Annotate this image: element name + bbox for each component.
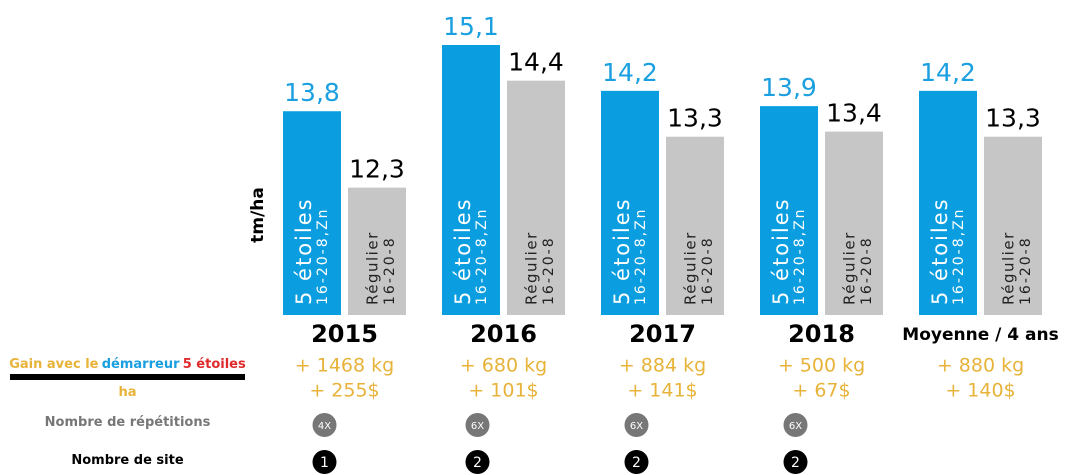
value-label: 12,3 [349,155,405,184]
gain-unit: ha [118,385,137,400]
bar [283,111,341,316]
gain-kg: + 680 kg [460,355,547,377]
sites-value: 2 [632,455,641,471]
bar-series-subname: 16-20-8,Zn [474,207,490,305]
repetitions-badge [783,413,808,437]
value-label: 14,2 [920,58,976,87]
sites-badge [465,450,490,474]
gain-label-part: Gain avec le [9,357,99,372]
gain-label: Gain avec le démarreur 5 étoiles [0,357,255,372]
bar-series-subname: 16-20-8 [1018,236,1034,305]
bar-series-name: Régulier [682,231,700,305]
category-label: 2016 [470,320,537,348]
bar-series-name: 5 étoiles [292,197,316,305]
bar [442,45,500,315]
category-label: 2018 [788,320,855,348]
value-label: 14,4 [508,48,564,77]
sites-value: 2 [791,455,800,471]
bar [348,187,406,315]
gain-dollars: + 67$ [792,380,850,402]
bar-series-subname: 16-20-8,Zn [951,207,967,305]
bar-series-subname: 16-20-8,Zn [792,207,808,305]
sites-badge [312,450,337,474]
value-label: 13,3 [985,104,1041,133]
gain-dollars: + 255$ [309,380,379,402]
gain-kg: + 884 kg [619,355,706,377]
repetitions-value: 4X [318,421,331,432]
value-label: 13,9 [761,73,817,102]
repetitions-badge [312,413,337,437]
category-label: 2017 [629,320,696,348]
repetitions-badge [624,413,649,437]
bar [666,136,724,315]
divider [10,374,245,380]
gain-kg: + 500 kg [778,355,865,377]
y-axis-label: tm/ha [248,187,268,243]
bar [984,136,1042,315]
value-label: 13,3 [667,104,723,133]
value-label: 14,2 [602,58,658,87]
gain-dollars: + 141$ [627,380,697,402]
sites-label: Nombre de site [71,453,184,468]
gain-dollars: + 140$ [945,380,1015,402]
bar-series-name: 5 étoiles [451,197,475,305]
bar [919,90,977,315]
value-label: 13,4 [826,99,882,128]
bar-series-subname: 16-20-8,Zn [633,207,649,305]
bar-series-name: Régulier [1000,231,1018,305]
repetitions-value: 6X [630,421,643,432]
gain-kg: + 880 kg [937,355,1024,377]
bar-series-name: 5 étoiles [928,197,952,305]
bar-series-subname: 16-20-8 [382,236,398,305]
bar-series-name: Régulier [364,231,382,305]
bar [825,131,883,315]
bar [760,106,818,315]
bar-series-subname: 16-20-8 [541,236,557,305]
sites-value: 1 [320,455,329,471]
value-label: 15,1 [443,12,499,41]
repetitions-label: Nombre de répétitions [44,415,211,430]
bar-series-subname: 16-20-8 [700,236,716,305]
sites-value: 2 [473,455,482,471]
sites-badge [783,450,808,474]
sites-badge [624,450,649,474]
bar [507,80,565,316]
bar-series-name: 5 étoiles [769,197,793,305]
category-label: Moyenne / 4 ans [902,325,1058,345]
repetitions-value: 6X [471,421,484,432]
gain-label-part: 5 étoiles [182,357,246,372]
bar [601,90,659,315]
gain-dollars: + 101$ [468,380,538,402]
repetitions-badge [465,413,490,437]
bar-series-subname: 16-20-8 [859,236,875,305]
bar-series-name: 5 étoiles [610,197,634,305]
bar-series-name: Régulier [523,231,541,305]
bar-series-subname: 16-20-8,Zn [315,207,331,305]
repetitions-value: 6X [789,421,802,432]
category-label: 2015 [311,320,378,348]
value-label: 13,8 [284,78,340,107]
bar-series-name: Régulier [841,231,859,305]
gain-label-part: démarreur [101,357,180,372]
gain-kg: + 1468 kg [295,355,394,377]
